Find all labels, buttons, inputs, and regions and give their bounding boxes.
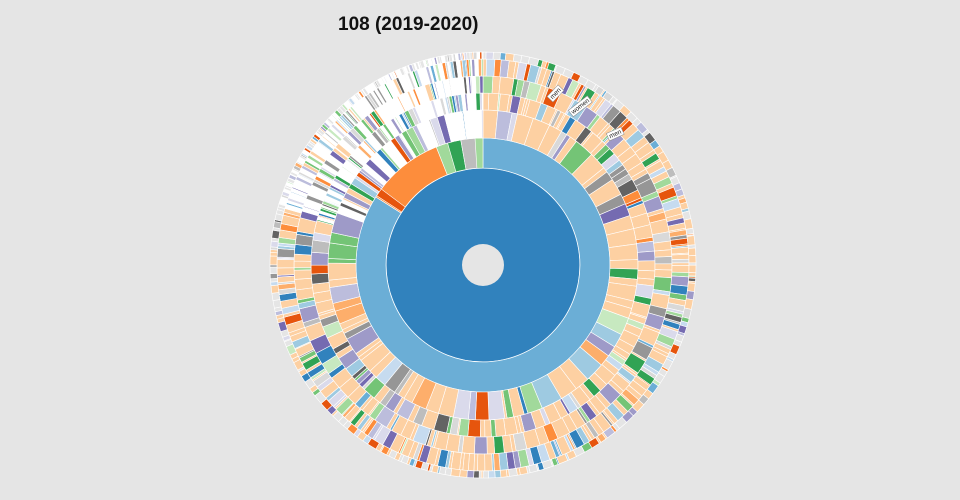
ring3-segment (636, 240, 655, 253)
ring2-segment (481, 109, 484, 139)
ring3-segment (637, 260, 656, 272)
ring3-segment (482, 92, 490, 111)
sunburst-rings (269, 51, 697, 479)
ring6-segment (450, 468, 461, 478)
ring6-segment (269, 266, 278, 274)
ring5-segment (477, 453, 486, 472)
ring4-segment (486, 436, 496, 455)
ring6-segment (482, 470, 489, 479)
ring6-segment (269, 255, 278, 266)
svg-text:men: men (608, 128, 623, 140)
ring5-segment (484, 453, 493, 472)
ring6-segment (270, 284, 280, 294)
ring6-segment (476, 51, 481, 60)
ring4-segment (654, 263, 673, 271)
chart-title: 108 (2019-2020) (338, 14, 479, 35)
ring6-segment (504, 52, 515, 62)
ring3-segment (310, 251, 329, 266)
ring6-segment (473, 470, 480, 479)
ring5-segment (671, 262, 690, 266)
ring4-segment (293, 260, 312, 268)
ring6-segment (686, 235, 696, 246)
ring6-segment (485, 51, 494, 60)
ring6-segment (687, 282, 696, 292)
ring3-segment (310, 272, 330, 285)
ring6-segment (688, 262, 697, 266)
ring6-segment (272, 299, 282, 309)
ring3-segment (484, 419, 492, 438)
ring4-segment (479, 75, 484, 94)
ring4-segment (474, 436, 488, 455)
ring5-segment (671, 265, 690, 274)
ring6-segment (269, 264, 278, 268)
ring2-segment (475, 391, 490, 421)
ring5-segment (481, 58, 484, 77)
ring6-segment (494, 469, 502, 478)
ring6-segment (508, 467, 518, 477)
ring4-segment (461, 435, 476, 455)
ring2-segment (474, 109, 483, 139)
ring5-segment (477, 58, 482, 77)
ring3-segment (310, 264, 329, 275)
ring6-segment (684, 298, 694, 310)
ring5-segment (671, 253, 690, 260)
ring6-segment (466, 470, 475, 479)
ring6-segment (492, 51, 501, 61)
ring4-segment (654, 256, 673, 265)
ring4-segment (293, 269, 312, 280)
ring5-segment (276, 267, 295, 276)
ring5-segment (276, 258, 295, 269)
ring4-segment (294, 277, 313, 291)
center-hole (462, 244, 504, 286)
ring3-segment (637, 250, 656, 262)
ring6-segment (473, 51, 478, 60)
ring6-segment (688, 247, 697, 257)
ring3-segment (475, 92, 481, 111)
ring2-segment (327, 262, 357, 281)
ring3-segment (467, 419, 481, 438)
ring3-segment (494, 418, 507, 437)
ring2-segment (609, 259, 639, 270)
ring6-segment (271, 229, 281, 240)
ring5-segment (485, 58, 496, 77)
ring4-segment (482, 75, 494, 94)
ring6-segment (482, 51, 487, 60)
ring6-segment (688, 264, 697, 274)
ring5-segment (671, 258, 690, 264)
ring6-segment (271, 292, 281, 301)
ring3-segment (481, 92, 484, 111)
ring6-segment (688, 255, 697, 264)
ring4-segment (654, 249, 673, 258)
ring6-segment (685, 290, 695, 301)
ring6-segment (459, 469, 468, 478)
ring4-segment (475, 75, 481, 94)
ring3-segment (479, 419, 486, 438)
ring6-segment (488, 470, 496, 479)
segment-label: men (605, 126, 625, 142)
ring6-segment (683, 218, 694, 230)
ring6-segment (499, 469, 508, 478)
ring4-segment (493, 435, 505, 454)
ring6-segment (269, 272, 278, 280)
